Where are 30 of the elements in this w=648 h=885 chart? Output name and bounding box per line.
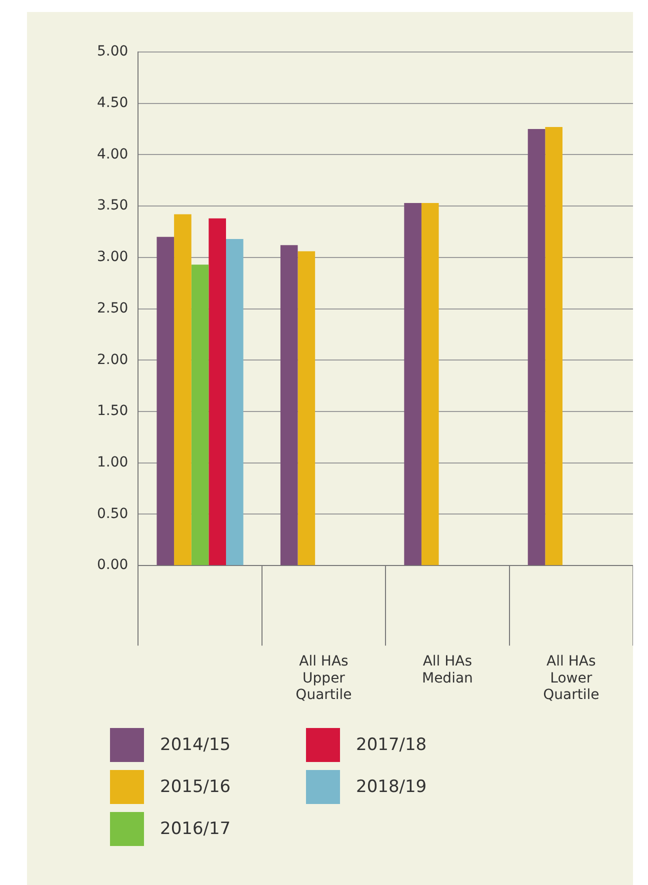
bar bbox=[226, 238, 244, 566]
x-tick-label: All HAs Lower Quartile bbox=[543, 654, 600, 704]
y-tick-label: 4.00 bbox=[97, 146, 128, 162]
bar bbox=[528, 129, 546, 566]
legend-label: 2018/19 bbox=[356, 777, 427, 797]
bar bbox=[174, 214, 192, 566]
y-tick-label: 2.50 bbox=[97, 300, 128, 316]
y-tick-label: 5.00 bbox=[97, 44, 128, 60]
legend-label: 2014/15 bbox=[160, 735, 231, 755]
bar bbox=[404, 203, 422, 566]
bar bbox=[156, 236, 174, 566]
bar bbox=[280, 245, 298, 566]
legend-label: 2017/18 bbox=[356, 735, 427, 755]
x-tick-label: All HAs Median bbox=[422, 654, 473, 686]
bar bbox=[421, 203, 439, 566]
y-tick-label: 4.50 bbox=[97, 95, 128, 111]
bar bbox=[191, 264, 209, 566]
y-tick-label: 1.50 bbox=[97, 403, 128, 420]
y-tick-label: 0.00 bbox=[97, 557, 128, 574]
x-tick-label: All HAs Upper Quartile bbox=[296, 654, 352, 704]
y-tick-label: 1.00 bbox=[97, 454, 128, 471]
bar bbox=[545, 126, 562, 566]
y-tick-label: 3.00 bbox=[97, 249, 128, 266]
y-tick-label: 2.00 bbox=[97, 352, 128, 368]
y-tick-label: 0.50 bbox=[97, 506, 128, 522]
bar bbox=[298, 251, 316, 566]
bar bbox=[208, 218, 226, 566]
y-tick-label: 3.50 bbox=[97, 198, 128, 214]
legend-label: 2016/17 bbox=[160, 819, 231, 839]
legend-label: 2015/16 bbox=[160, 777, 231, 797]
